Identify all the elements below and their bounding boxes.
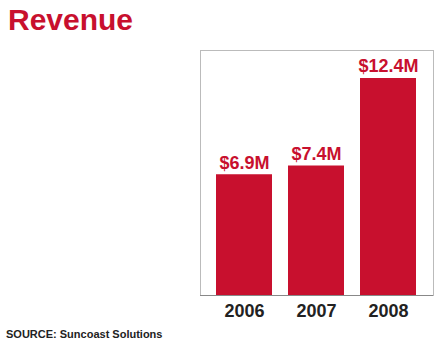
svg-text:$6.9M: $6.9M (219, 153, 269, 173)
html-text:Revenue: Revenue (8, 3, 134, 36)
svg-text:$7.4M: $7.4M (291, 144, 341, 164)
svg-text:2007: 2007 (296, 301, 336, 321)
html-text:SOURCE: Suncoast Solutions: SOURCE: Suncoast Solutions (6, 328, 163, 340)
svg-text:2008: 2008 (368, 301, 408, 321)
svg-text:2006: 2006 (224, 301, 264, 321)
svg-text:$12.4M: $12.4M (358, 56, 418, 76)
